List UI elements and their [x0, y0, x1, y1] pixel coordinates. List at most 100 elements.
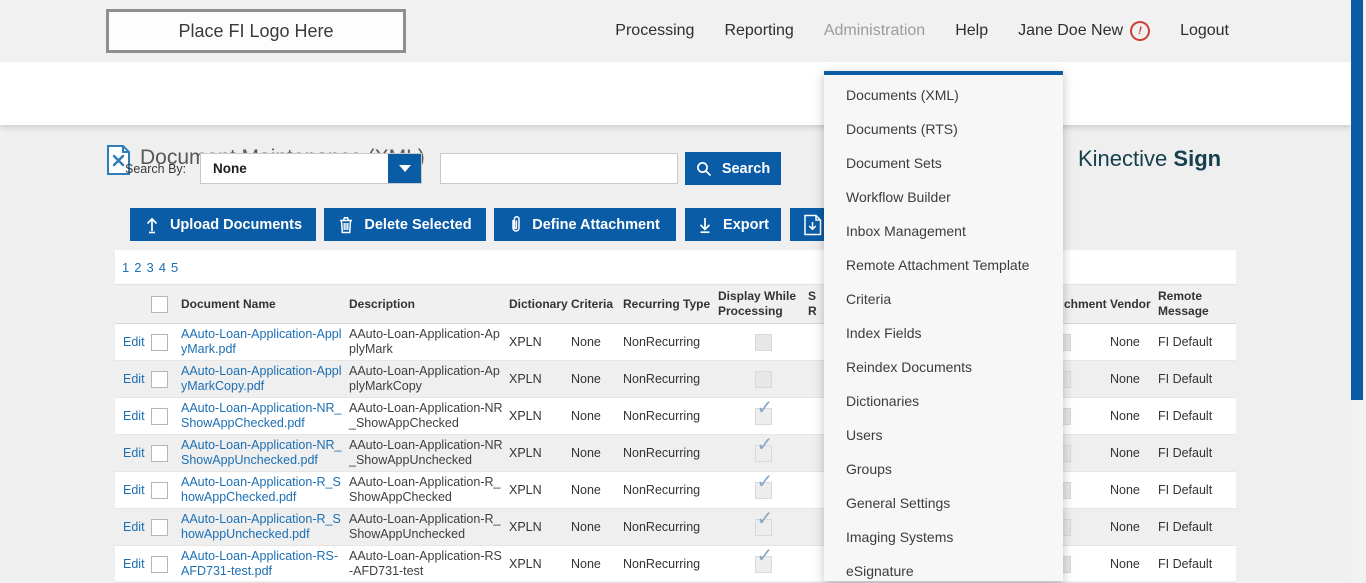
- document-name-link[interactable]: AAuto-Loan-Application-R_ShowAppUnchecke…: [181, 512, 341, 541]
- page-link-1[interactable]: 1: [122, 259, 130, 275]
- title-bar: Document Maintenance (XML) Kinective Sig…: [0, 62, 1351, 175]
- page-link-5[interactable]: 5: [170, 259, 179, 275]
- row-checkbox[interactable]: [151, 370, 168, 388]
- description-cell: AAuto-Loan-Application-NR_ShowAppChecked: [349, 401, 503, 430]
- edit-link[interactable]: Edit: [123, 371, 145, 386]
- nav-item-user[interactable]: Jane Doe New !: [1018, 18, 1153, 44]
- row-checkbox[interactable]: [151, 555, 168, 573]
- edit-link[interactable]: Edit: [123, 482, 145, 497]
- edit-link[interactable]: Edit: [123, 445, 145, 460]
- menu-item-document-sets[interactable]: Document Sets: [846, 155, 942, 171]
- upload-documents-button[interactable]: Upload Documents: [130, 208, 316, 241]
- define-attachment-button[interactable]: Define Attachment: [494, 208, 676, 241]
- scrollbar-thumb[interactable]: [1351, 0, 1363, 400]
- remote-message-cell: FI Default: [1149, 323, 1236, 361]
- select-dropdown-button[interactable]: [388, 154, 421, 183]
- menu-item-inbox-management[interactable]: Inbox Management: [846, 223, 966, 239]
- display-while-processing-checkbox[interactable]: [754, 401, 773, 425]
- menu-item-criteria[interactable]: Criteria: [846, 291, 892, 307]
- row-checkbox[interactable]: [151, 518, 168, 536]
- recurring-type-cell: NonRecurring: [623, 360, 718, 398]
- row-checkbox[interactable]: [151, 481, 168, 499]
- menu-item-imaging-systems[interactable]: Imaging Systems: [846, 529, 954, 545]
- obscured-header-line2: R: [808, 304, 817, 318]
- nav-item-processing[interactable]: Processing: [615, 22, 695, 39]
- menu-item-groups[interactable]: Groups: [846, 461, 892, 477]
- row-checkbox[interactable]: [151, 407, 168, 425]
- display-while-processing-checkbox[interactable]: [754, 438, 773, 462]
- document-name-link[interactable]: AAuto-Loan-Application-NR_ShowAppUncheck…: [181, 438, 342, 467]
- search-button[interactable]: Search: [685, 152, 781, 185]
- edit-link[interactable]: Edit: [123, 408, 145, 423]
- display-while-processing-checkbox[interactable]: [754, 333, 772, 351]
- user-name: Jane Doe New: [1018, 22, 1124, 39]
- display-while-processing-checkbox[interactable]: [754, 512, 773, 536]
- chevron-down-icon: [398, 165, 411, 172]
- nav-item-help[interactable]: Help: [955, 22, 989, 39]
- document-name-link[interactable]: AAuto-Loan-Application-R_ShowAppChecked.…: [181, 475, 341, 504]
- display-while-processing-checkbox[interactable]: [754, 370, 772, 388]
- select-all-checkbox[interactable]: [151, 295, 168, 313]
- criteria-cell: None: [571, 360, 623, 398]
- page-link-4[interactable]: 4: [158, 259, 166, 275]
- col-header-edit: [115, 284, 151, 324]
- delete-selected-button[interactable]: Delete Selected: [324, 208, 486, 241]
- dictionary-cell: XPLN: [509, 508, 571, 546]
- document-name-link[interactable]: AAuto-Loan-Application-ApplyMarkCopy.pdf: [181, 364, 342, 393]
- brand-name: Kinective: [1078, 146, 1168, 171]
- menu-item-general-settings[interactable]: General Settings: [846, 495, 951, 511]
- remote-message-cell: FI Default: [1149, 397, 1236, 435]
- col-header-remote-message: Remote Message: [1149, 284, 1236, 324]
- search-input[interactable]: [440, 153, 678, 184]
- edit-link[interactable]: Edit: [123, 556, 145, 571]
- menu-item-esignature[interactable]: eSignature: [846, 563, 914, 579]
- criteria-cell: None: [571, 471, 623, 509]
- menu-item-remote-attachment-template[interactable]: Remote Attachment Template: [846, 257, 1030, 273]
- export-button[interactable]: Export: [685, 208, 781, 241]
- menu-item-workflow-builder[interactable]: Workflow Builder: [846, 189, 951, 205]
- edit-link[interactable]: Edit: [123, 334, 145, 349]
- dictionary-cell: XPLN: [509, 360, 571, 398]
- vendor-cell: None: [1096, 545, 1149, 583]
- page-scrollbar[interactable]: [1351, 0, 1366, 581]
- row-checkbox[interactable]: [151, 333, 168, 351]
- nav-item-administration[interactable]: Administration: [823, 22, 926, 39]
- recurring-type-cell: NonRecurring: [623, 471, 718, 509]
- vendor-cell: None: [1096, 508, 1149, 546]
- criteria-cell: None: [571, 397, 623, 435]
- menu-item-reindex-documents[interactable]: Reindex Documents: [846, 359, 973, 375]
- criteria-cell: None: [571, 508, 623, 546]
- col-header-document-name: Document Name: [181, 284, 349, 324]
- download-icon: [699, 217, 711, 233]
- page-link-3[interactable]: 3: [146, 259, 154, 275]
- dictionary-cell: XPLN: [509, 471, 571, 509]
- nav-item-reporting[interactable]: Reporting: [724, 22, 794, 39]
- nav-item-logout[interactable]: Logout: [1180, 22, 1229, 39]
- document-name-link[interactable]: AAuto-Loan-Application-NR_ShowAppChecked…: [181, 401, 342, 430]
- top-nav-bar: Place FI Logo Here Processing Reporting …: [0, 0, 1351, 62]
- edit-link[interactable]: Edit: [123, 519, 145, 534]
- col-header-dictionary: Dictionary: [509, 284, 571, 324]
- search-by-select[interactable]: None: [200, 153, 422, 184]
- menu-item-dictionaries[interactable]: Dictionaries: [846, 393, 920, 409]
- document-name-link[interactable]: AAuto-Loan-Application-RS-AFD731-test.pd…: [181, 549, 339, 578]
- vendor-cell: None: [1096, 360, 1149, 398]
- fi-logo-placeholder: Place FI Logo Here: [106, 9, 406, 53]
- dictionary-cell: XPLN: [509, 434, 571, 472]
- alert-circle-icon[interactable]: !: [1127, 18, 1153, 44]
- page-link-2[interactable]: 2: [134, 259, 142, 275]
- menu-item-index-fields[interactable]: Index Fields: [846, 325, 922, 341]
- row-checkbox[interactable]: [151, 444, 168, 462]
- menu-item-documents-xml[interactable]: Documents (XML): [846, 87, 959, 103]
- vendor-cell: None: [1096, 323, 1149, 361]
- display-while-processing-checkbox[interactable]: [754, 475, 773, 499]
- menu-item-users[interactable]: Users: [846, 427, 883, 443]
- display-while-processing-checkbox[interactable]: [754, 549, 773, 573]
- search-button-label: Search: [721, 160, 771, 177]
- recurring-type-cell: NonRecurring: [623, 397, 718, 435]
- dictionary-cell: XPLN: [509, 545, 571, 583]
- dictionary-cell: XPLN: [509, 397, 571, 435]
- menu-item-documents-rts[interactable]: Documents (RTS): [846, 121, 958, 137]
- document-name-link[interactable]: AAuto-Loan-Application-ApplyMark.pdf: [181, 327, 342, 356]
